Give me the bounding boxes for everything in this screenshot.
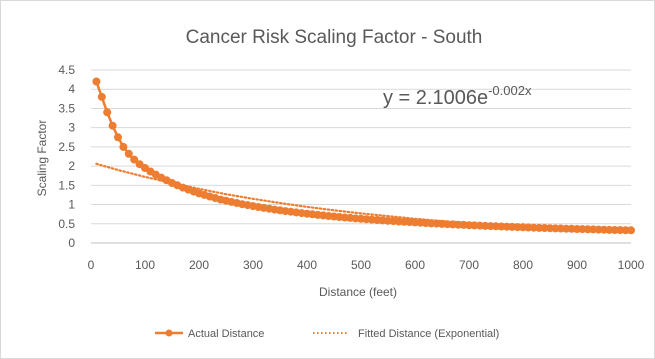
legend-item-fitted-distance: Fitted Distance (Exponential) <box>313 328 499 340</box>
x-tick-label: 300 <box>243 258 263 272</box>
legend-item-actual-distance: Actual Distance <box>155 328 264 340</box>
y-axis-label: Scaling Factor <box>35 120 49 197</box>
x-tick-label: 900 <box>567 258 587 272</box>
legend-label-fitted-distance: Fitted Distance (Exponential) <box>358 328 499 340</box>
actual-distance-point <box>108 121 117 130</box>
legend: Actual Distance Fitted Distance (Exponen… <box>155 328 499 340</box>
y-tick-label: 0.5 <box>58 217 75 231</box>
actual-distance-line <box>95 81 632 232</box>
actual-distance-point <box>130 155 139 164</box>
x-axis-tick-labels: 0 100 200 300 400 500 600 700 800 900 1000 <box>88 258 645 272</box>
actual-distance-point <box>124 149 133 158</box>
gridlines <box>91 69 631 225</box>
legend-actual-marker <box>165 329 173 337</box>
y-tick-label: 4.5 <box>58 63 75 77</box>
x-tick-label: 800 <box>513 258 533 272</box>
x-tick-label: 700 <box>459 258 479 272</box>
y-tick-label: 3 <box>68 121 75 135</box>
x-tick-label: 200 <box>189 258 209 272</box>
series-actual-distance <box>92 77 635 235</box>
x-tick-label: 400 <box>297 258 317 272</box>
actual-distance-point <box>103 108 112 117</box>
trendline-equation-exponent: -0.002x <box>488 83 532 98</box>
actual-distance-point <box>114 133 122 142</box>
actual-distance-point <box>97 92 106 101</box>
series-fitted-distance <box>95 162 633 234</box>
trendline-equation: y = 2.1006e-0.002x <box>383 83 532 109</box>
legend-label-actual-distance: Actual Distance <box>188 328 264 340</box>
fitted-distance-line <box>95 162 633 234</box>
y-tick-label: 2.5 <box>58 140 75 154</box>
y-tick-label: 1 <box>68 198 75 212</box>
y-tick-label: 0 <box>68 236 75 250</box>
y-tick-label: 1.5 <box>58 178 75 192</box>
y-tick-label: 3.5 <box>58 101 75 115</box>
actual-distance-point <box>119 142 128 151</box>
x-axis-label: Distance (feet) <box>319 285 397 299</box>
y-tick-label: 4 <box>68 82 75 96</box>
y-tick-label: 2 <box>68 159 75 173</box>
x-tick-label: 1000 <box>618 258 645 272</box>
actual-distance-point <box>92 77 101 86</box>
y-axis-tick-labels: 0 0.5 1 1.5 2 2.5 3 3.5 4 4.5 <box>58 63 75 250</box>
trendline-equation-base: y = 2.1006e <box>383 87 488 109</box>
x-tick-label: 100 <box>135 258 155 272</box>
x-tick-label: 600 <box>405 258 425 272</box>
chart-title: Cancer Risk Scaling Factor - South <box>186 27 483 48</box>
x-tick-label: 500 <box>351 258 371 272</box>
x-tick-label: 0 <box>88 258 95 272</box>
